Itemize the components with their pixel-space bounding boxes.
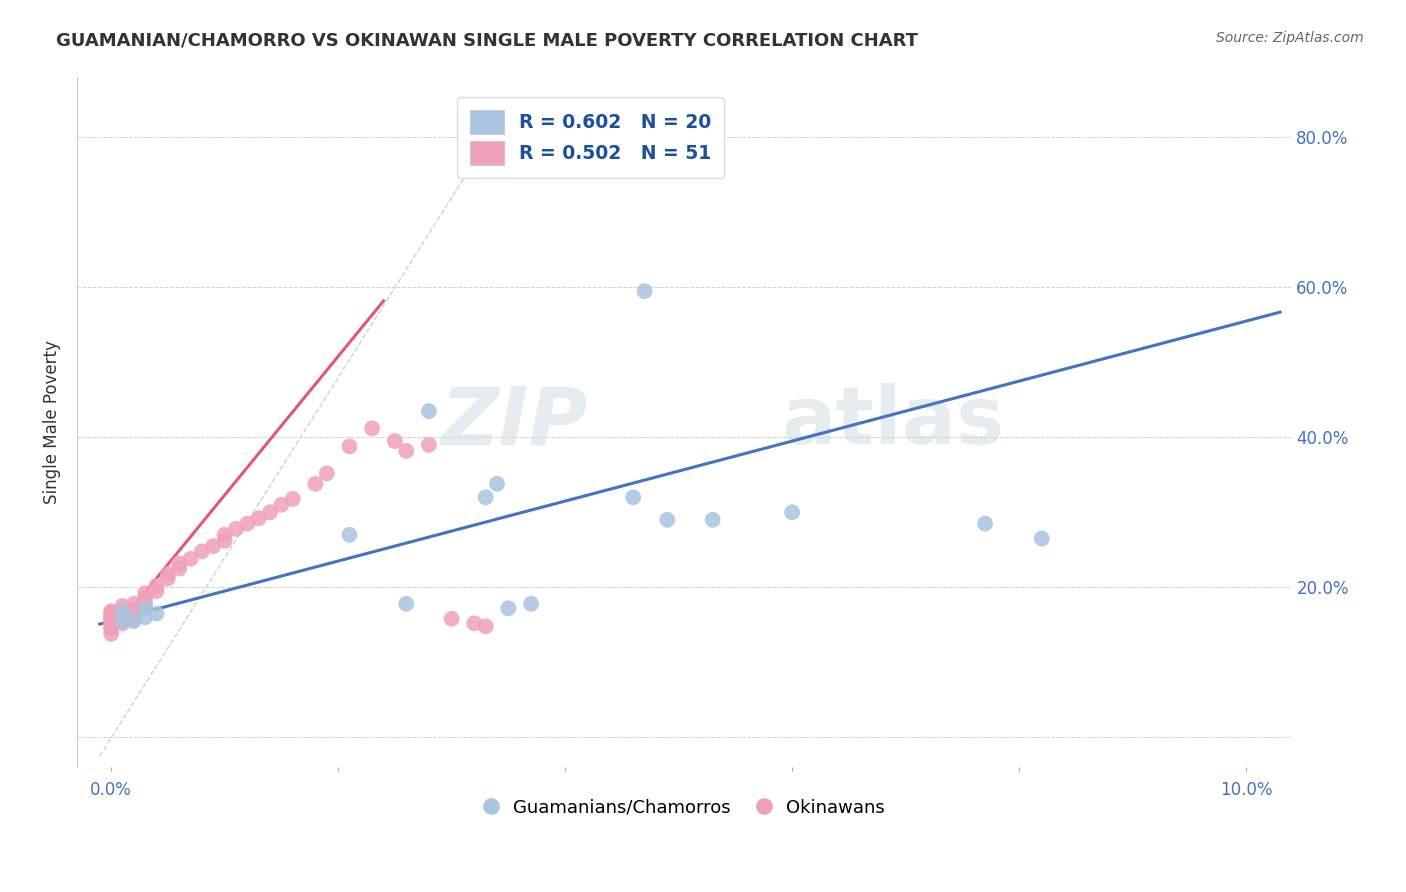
Point: [100, 614, 122, 628]
Point: [111, 608, 134, 623]
Point: [202, 539, 225, 553]
Point: [485, 476, 508, 491]
Point: [145, 579, 167, 593]
Point: [270, 498, 292, 512]
Point: [167, 561, 190, 575]
Point: [498, 601, 520, 615]
Text: ZIP: ZIP: [440, 384, 588, 461]
Point: [180, 551, 202, 566]
Point: [191, 544, 214, 558]
Point: [702, 513, 724, 527]
Point: [339, 528, 361, 542]
Point: [122, 603, 145, 617]
Y-axis label: Single Male Poverty: Single Male Poverty: [44, 341, 60, 504]
Point: [111, 599, 134, 613]
Text: GUAMANIAN/CHAMORRO VS OKINAWAN SINGLE MALE POVERTY CORRELATION CHART: GUAMANIAN/CHAMORRO VS OKINAWAN SINGLE MA…: [56, 31, 918, 49]
Point: [111, 612, 134, 626]
Point: [111, 614, 134, 628]
Point: [100, 607, 122, 621]
Point: [156, 566, 179, 581]
Point: [315, 467, 337, 481]
Point: [100, 610, 122, 624]
Point: [100, 604, 122, 618]
Point: [100, 614, 122, 628]
Point: [440, 612, 463, 626]
Point: [974, 516, 997, 531]
Point: [395, 443, 418, 458]
Point: [156, 571, 179, 585]
Point: [304, 476, 326, 491]
Point: [134, 591, 156, 606]
Point: [780, 505, 803, 519]
Point: [122, 614, 145, 628]
Point: [633, 284, 655, 298]
Point: [236, 516, 259, 531]
Point: [145, 607, 167, 621]
Point: [214, 528, 236, 542]
Point: [1031, 532, 1053, 546]
Point: [100, 619, 122, 633]
Point: [134, 597, 156, 611]
Point: [122, 597, 145, 611]
Text: Source: ZipAtlas.com: Source: ZipAtlas.com: [1216, 31, 1364, 45]
Point: [259, 505, 281, 519]
Point: [621, 491, 644, 505]
Point: [167, 557, 190, 571]
Point: [361, 421, 384, 435]
Point: [225, 522, 247, 536]
Point: [100, 614, 122, 628]
Point: [122, 612, 145, 626]
Point: [111, 604, 134, 618]
Text: 0.0%: 0.0%: [90, 780, 132, 798]
Point: [384, 434, 406, 449]
Point: [100, 622, 122, 636]
Point: [474, 491, 496, 505]
Point: [122, 608, 145, 623]
Point: [100, 627, 122, 641]
Text: 10.0%: 10.0%: [1220, 780, 1272, 798]
Point: [111, 604, 134, 618]
Point: [520, 597, 543, 611]
Point: [134, 601, 156, 615]
Point: [145, 584, 167, 599]
Text: atlas: atlas: [782, 384, 1004, 461]
Point: [463, 616, 485, 631]
Point: [134, 610, 156, 624]
Point: [100, 612, 122, 626]
Point: [281, 491, 304, 506]
Point: [418, 438, 440, 452]
Point: [134, 586, 156, 600]
Point: [111, 610, 134, 624]
Point: [339, 439, 361, 453]
Point: [214, 533, 236, 548]
Point: [474, 619, 496, 633]
Point: [395, 597, 418, 611]
Point: [657, 513, 679, 527]
Point: [418, 404, 440, 418]
Point: [247, 511, 270, 525]
Legend: Guamanians/Chamorros, Okinawans: Guamanians/Chamorros, Okinawans: [477, 791, 893, 824]
Point: [111, 616, 134, 631]
